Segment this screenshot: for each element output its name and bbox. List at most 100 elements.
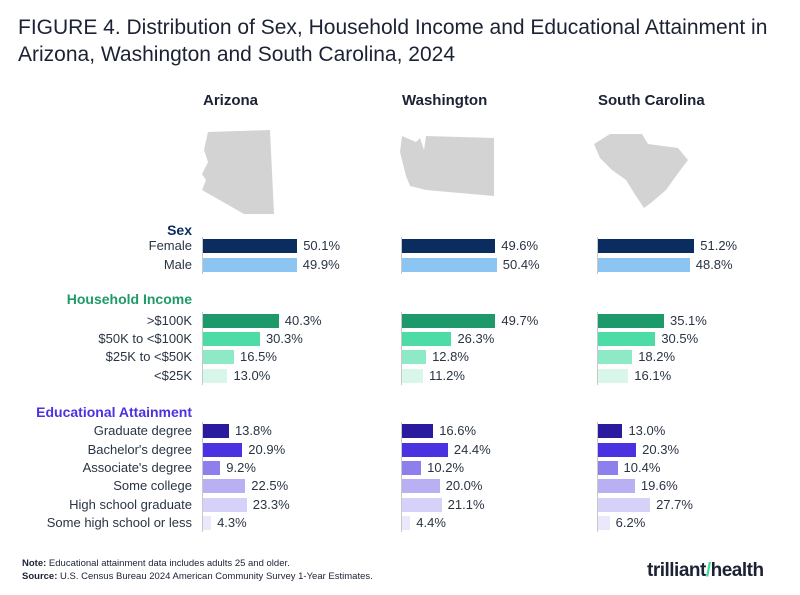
category-label: Some college: [113, 478, 192, 493]
category-label: Female: [148, 238, 192, 253]
data-label: 26.3%: [457, 331, 495, 346]
bar: [203, 350, 235, 364]
bar: [203, 332, 260, 346]
bar: [402, 332, 452, 346]
bar: [203, 314, 279, 328]
data-label: 35.1%: [669, 313, 707, 328]
baseline-axis: [401, 312, 402, 385]
baseline-axis: [202, 237, 203, 274]
data-label: 16.5%: [240, 349, 277, 364]
data-label: 12.8%: [432, 349, 469, 364]
bar: [598, 350, 633, 364]
bar: [402, 314, 496, 328]
baseline-axis: [597, 312, 598, 385]
state-title-south-carolina: South Carolina: [598, 92, 705, 109]
bar: [598, 498, 651, 512]
category-label: <$25K: [154, 368, 192, 383]
data-label: 16.6%: [439, 423, 477, 438]
group-header: Household Income: [66, 291, 192, 307]
baseline-axis: [401, 422, 402, 532]
data-label: 9.2%: [226, 460, 256, 475]
data-label: 13.0%: [628, 423, 666, 438]
data-label: 50.1%: [303, 238, 341, 253]
group-header: Educational Attainment: [36, 404, 192, 420]
bar: [598, 479, 635, 493]
data-label: 51.2%: [700, 238, 738, 253]
baseline-axis: [597, 422, 598, 532]
bar: [203, 369, 228, 383]
state-title-arizona: Arizona: [203, 92, 259, 109]
category-label: High school graduate: [69, 497, 192, 512]
data-label: 21.1%: [447, 497, 485, 512]
data-label: 4.3%: [217, 515, 247, 530]
bar: [598, 314, 664, 328]
data-label: 50.4%: [502, 257, 540, 272]
bar: [203, 461, 221, 475]
bar: [598, 332, 656, 346]
bar: [402, 498, 442, 512]
data-label: 23.3%: [252, 497, 290, 512]
source: Source: U.S. Census Bureau 2024 American…: [22, 571, 373, 582]
bar: [598, 443, 637, 457]
category-label: Bachelor's degree: [87, 442, 192, 457]
data-label: 10.2%: [427, 460, 465, 475]
data-label: 22.5%: [251, 478, 289, 493]
state-title-washington: Washington: [402, 92, 488, 109]
bar: [402, 516, 411, 530]
data-label: 4.4%: [416, 515, 446, 530]
data-label: 16.1%: [634, 368, 672, 383]
note: Note: Educational attainment data includ…: [22, 558, 290, 569]
figure-title: FIGURE 4. Distribution of Sex, Household…: [18, 16, 768, 66]
data-label: 10.4%: [623, 460, 661, 475]
category-label: Male: [163, 257, 192, 272]
data-label: 30.5%: [661, 331, 699, 346]
south-carolina-map: [594, 134, 688, 208]
bar: [402, 239, 496, 253]
bar: [203, 258, 297, 272]
bar: [598, 258, 690, 272]
arizona-map: [202, 130, 274, 214]
category-label: Graduate degree: [93, 423, 192, 438]
group-header: Sex: [167, 222, 192, 238]
bar: [402, 350, 427, 364]
data-label: 18.2%: [638, 349, 676, 364]
bar: [402, 443, 448, 457]
bar: [203, 239, 298, 253]
bar: [598, 239, 695, 253]
bar: [598, 369, 629, 383]
bar: [203, 479, 246, 493]
baseline-axis: [597, 237, 598, 274]
data-label: 13.8%: [234, 423, 272, 438]
category-label: >$100K: [146, 313, 192, 328]
data-label: 20.0%: [445, 478, 483, 493]
category-label: Some high school or less: [46, 515, 192, 530]
baseline-axis: [202, 422, 203, 532]
bar: [402, 461, 422, 475]
bar: [598, 461, 618, 475]
bar: [203, 498, 247, 512]
data-label: 6.2%: [615, 515, 646, 530]
category-label: Associate's degree: [82, 460, 192, 475]
bar: [203, 443, 243, 457]
data-label: 30.3%: [265, 331, 303, 346]
baseline-axis: [202, 312, 203, 385]
bar: [402, 479, 440, 493]
bar: [402, 369, 424, 383]
bar: [203, 516, 212, 530]
bar: [402, 258, 497, 272]
data-label: 24.4%: [453, 442, 491, 457]
bar: [598, 424, 623, 438]
data-label: 20.9%: [248, 442, 286, 457]
data-label: 49.6%: [501, 238, 539, 253]
category-label: $50K to <$100K: [98, 331, 192, 346]
bar: [203, 424, 229, 438]
bar: [598, 516, 610, 530]
data-label: 40.3%: [284, 313, 322, 328]
data-label: 48.8%: [695, 257, 733, 272]
data-label: 20.3%: [642, 442, 680, 457]
washington-map: [400, 136, 494, 196]
data-label: 11.2%: [429, 368, 465, 383]
bar: [402, 424, 434, 438]
category-label: $25K to <$50K: [105, 349, 192, 364]
